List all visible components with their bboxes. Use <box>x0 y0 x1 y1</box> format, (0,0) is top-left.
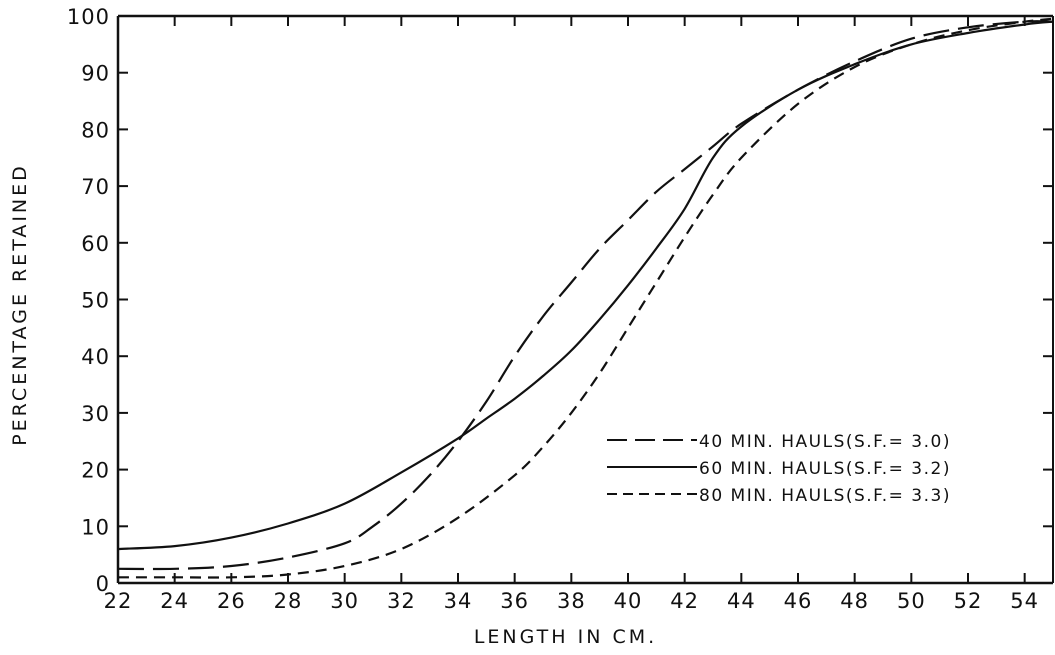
y-tick-label: 10 <box>81 515 110 539</box>
data-point-series-1 <box>287 556 289 558</box>
data-point-series-1 <box>457 440 459 442</box>
series-layer <box>117 17 1054 579</box>
x-axis-title: LENGTH IN CM. <box>474 626 657 648</box>
data-point-series-1 <box>853 60 855 62</box>
data-point-series-1 <box>598 247 600 249</box>
y-tick-label: 60 <box>81 232 110 256</box>
y-tick-label: 20 <box>81 459 110 483</box>
x-tick-label: 22 <box>104 589 133 613</box>
legend-label-1: 40 MIN. HAULS(S.F.= 3.0) <box>699 432 951 452</box>
x-tick-label: 48 <box>840 589 869 613</box>
y-tick-label: 100 <box>67 5 110 29</box>
data-point-series-3 <box>655 281 657 283</box>
x-tick-label: 44 <box>727 589 756 613</box>
legend-label-2: 60 MIN. HAULS(S.F.= 3.2) <box>699 459 951 479</box>
y-tick-label: 30 <box>81 402 110 426</box>
plot-frame <box>116 14 1054 585</box>
series-line-1 <box>117 20 1054 571</box>
y-tick-label: 70 <box>81 175 110 199</box>
x-tick-label: 30 <box>330 589 359 613</box>
y-tick-label: 90 <box>81 62 110 86</box>
y-axis-ticks: 0 10 20 30 40 50 60 70 80 90 100 <box>67 5 1053 596</box>
legend: 40 MIN. HAULS(S.F.= 3.0) 60 MIN. HAULS(S.… <box>607 432 951 506</box>
x-tick-label: 26 <box>217 589 246 613</box>
y-axis-title: PERCENTAGE RETAINED <box>9 163 31 446</box>
x-tick-label: 24 <box>160 589 189 613</box>
x-tick-label: 50 <box>897 589 926 613</box>
data-point-series-3 <box>400 548 402 550</box>
y-tick-label: 80 <box>81 118 110 142</box>
x-tick-label: 34 <box>444 589 473 613</box>
data-point-series-3 <box>542 446 544 448</box>
x-tick-label: 46 <box>784 589 813 613</box>
x-tick-label: 32 <box>387 589 416 613</box>
data-point-series-1 <box>627 219 629 221</box>
x-tick-label: 40 <box>614 589 643 613</box>
x-tick-label: 36 <box>500 589 529 613</box>
series-line-2 <box>117 20 1054 551</box>
series-line-3 <box>117 17 1054 579</box>
x-axis-ticks: 22 24 26 28 30 32 34 36 38 40 42 44 46 48 50 52 54 <box>104 16 1039 613</box>
x-tick-label: 38 <box>557 589 586 613</box>
data-point-series-3 <box>627 327 629 329</box>
x-tick-label: 54 <box>1010 589 1039 613</box>
x-tick-label: 52 <box>954 589 983 613</box>
legend-label-3: 80 MIN. HAULS(S.F.= 3.3) <box>699 486 951 506</box>
y-tick-label: 0 <box>96 572 110 596</box>
x-tick-label: 42 <box>670 589 699 613</box>
data-point-series-3 <box>683 236 685 238</box>
x-tick-label: 28 <box>274 589 303 613</box>
y-tick-label: 40 <box>81 345 110 369</box>
data-point-series-1 <box>513 355 515 357</box>
data-point-series-3 <box>598 372 600 374</box>
y-tick-label: 50 <box>81 289 110 313</box>
